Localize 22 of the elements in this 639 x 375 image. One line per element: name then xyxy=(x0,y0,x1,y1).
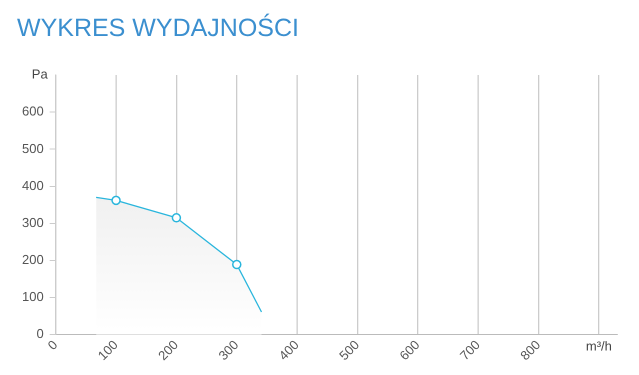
y-tick-label: 300 xyxy=(22,214,44,230)
y-tick-label: 400 xyxy=(22,178,44,193)
point xyxy=(111,196,121,206)
point xyxy=(232,260,242,270)
x-tick-label: 500 xyxy=(336,337,362,364)
x-axis-title: m³/h xyxy=(586,338,612,354)
y-tick-label: 200 xyxy=(22,252,44,268)
x-tick-label: 100 xyxy=(94,337,121,364)
y-tick-label: 100 xyxy=(22,289,44,304)
x-tick-label: 700 xyxy=(456,337,483,364)
x-tick-label: 600 xyxy=(396,337,422,364)
x-tick-label: 800 xyxy=(517,337,544,364)
y-tick-label: 0 xyxy=(36,326,44,342)
y-tick-label: 600 xyxy=(22,104,44,119)
x-tick-label: 0 xyxy=(44,337,60,353)
y-tick-label: 500 xyxy=(22,140,44,156)
chart-title: WYKRES WYDAJNOŚCI xyxy=(17,14,299,43)
y-axis-title: Pa xyxy=(32,66,48,82)
x-tick-label: 400 xyxy=(276,337,302,364)
x-tick-label: 200 xyxy=(155,337,182,364)
x-tick-label: 300 xyxy=(215,337,242,364)
point xyxy=(172,213,182,223)
